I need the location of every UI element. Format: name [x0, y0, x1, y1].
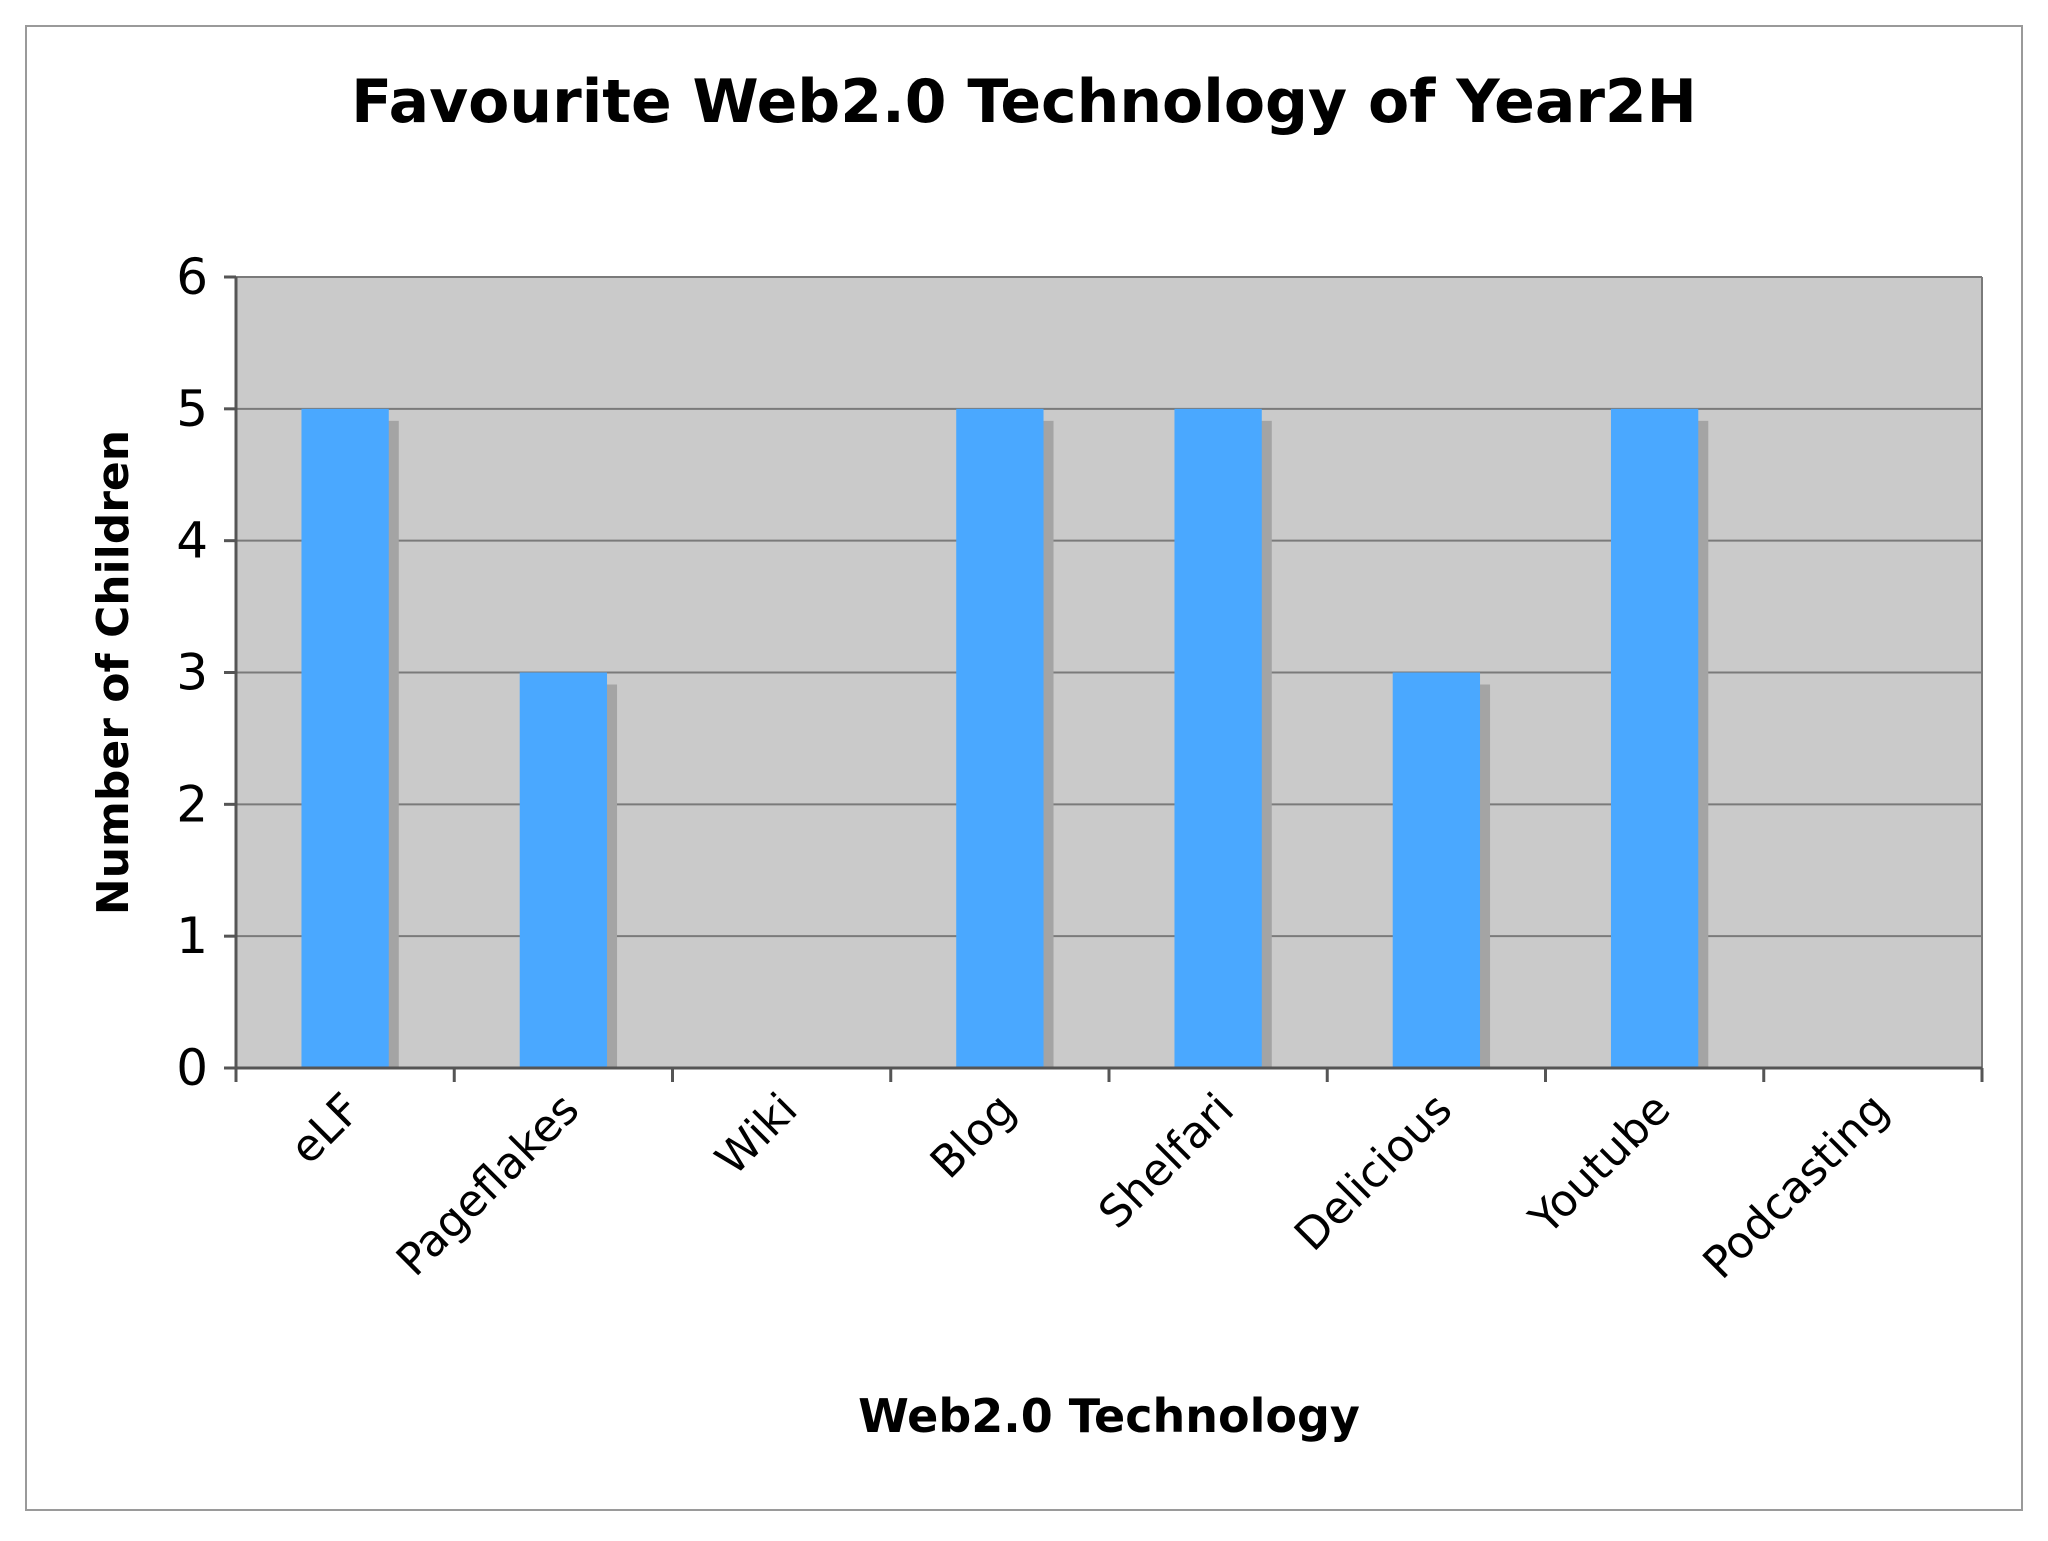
bar-delicious: [1392, 672, 1481, 1068]
bar-youtube: [1610, 408, 1699, 1068]
y-axis-label: Number of Children: [88, 430, 139, 915]
bar-pageflakes: [519, 672, 608, 1068]
x-axis-label: Web2.0 Technology: [858, 1389, 1360, 1443]
y-tick-labels: 0 1 2 3 4 5 6: [176, 248, 208, 1097]
bar-elf: [301, 408, 389, 1068]
y-tick-label: 6: [176, 248, 208, 306]
axes: [224, 275, 1984, 1082]
y-tick-label: 5: [176, 380, 208, 438]
bar-blog: [956, 408, 1044, 1068]
y-tick-label: 3: [176, 644, 208, 702]
bars: [301, 408, 1709, 1068]
y-tick-label: 1: [176, 907, 208, 965]
y-tick-label: 0: [176, 1039, 208, 1097]
y-tick-label: 4: [176, 512, 208, 570]
bar-shelfari: [1174, 408, 1262, 1068]
y-tick-label: 2: [176, 775, 208, 833]
chart-title: Favourite Web2.0 Technology of Year2H: [351, 67, 1697, 137]
